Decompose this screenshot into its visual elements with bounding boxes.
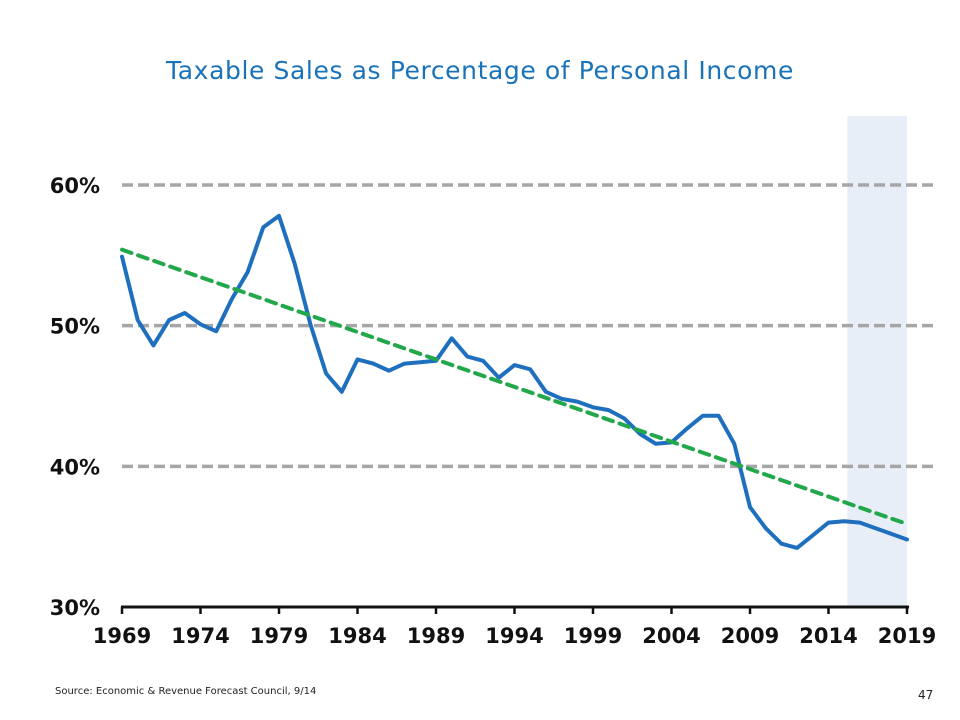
source-note: Source: Economic & Revenue Forecast Coun… (55, 686, 317, 697)
y-axis-labels: 30% 40% 50% 60% (50, 174, 100, 620)
x-tick-label: 2009 (721, 624, 779, 648)
trend-line-series (120, 247, 909, 526)
y-tick-label: 50% (50, 315, 100, 339)
actual-line-series (120, 213, 909, 550)
page-title: Taxable Sales as Percentage of Personal … (166, 56, 794, 85)
x-tick-label: 2014 (799, 624, 857, 648)
x-tick-label: 1969 (93, 624, 151, 648)
forecast-shading (847, 116, 907, 607)
y-tick-label: 60% (50, 174, 100, 198)
x-tick-label: 1974 (171, 624, 229, 648)
x-tick-label: 1994 (485, 624, 543, 648)
y-tick-label: 30% (50, 596, 100, 620)
x-tick-label: 1989 (407, 624, 465, 648)
x-tick-label: 1999 (564, 624, 622, 648)
x-axis-labels: 1969 1974 1979 1984 1989 1994 1999 2004 2009 2014… (93, 624, 936, 648)
x-tick-label: 1979 (250, 624, 308, 648)
x-tick-label: 2004 (642, 624, 700, 648)
page-number: 47 (918, 688, 934, 702)
y-tick-label: 40% (50, 455, 100, 479)
series-layer (120, 213, 909, 550)
x-tick-label: 1984 (328, 624, 386, 648)
x-tick-label: 2019 (878, 624, 936, 648)
x-axis (120, 605, 909, 614)
gridlines (122, 183, 935, 469)
